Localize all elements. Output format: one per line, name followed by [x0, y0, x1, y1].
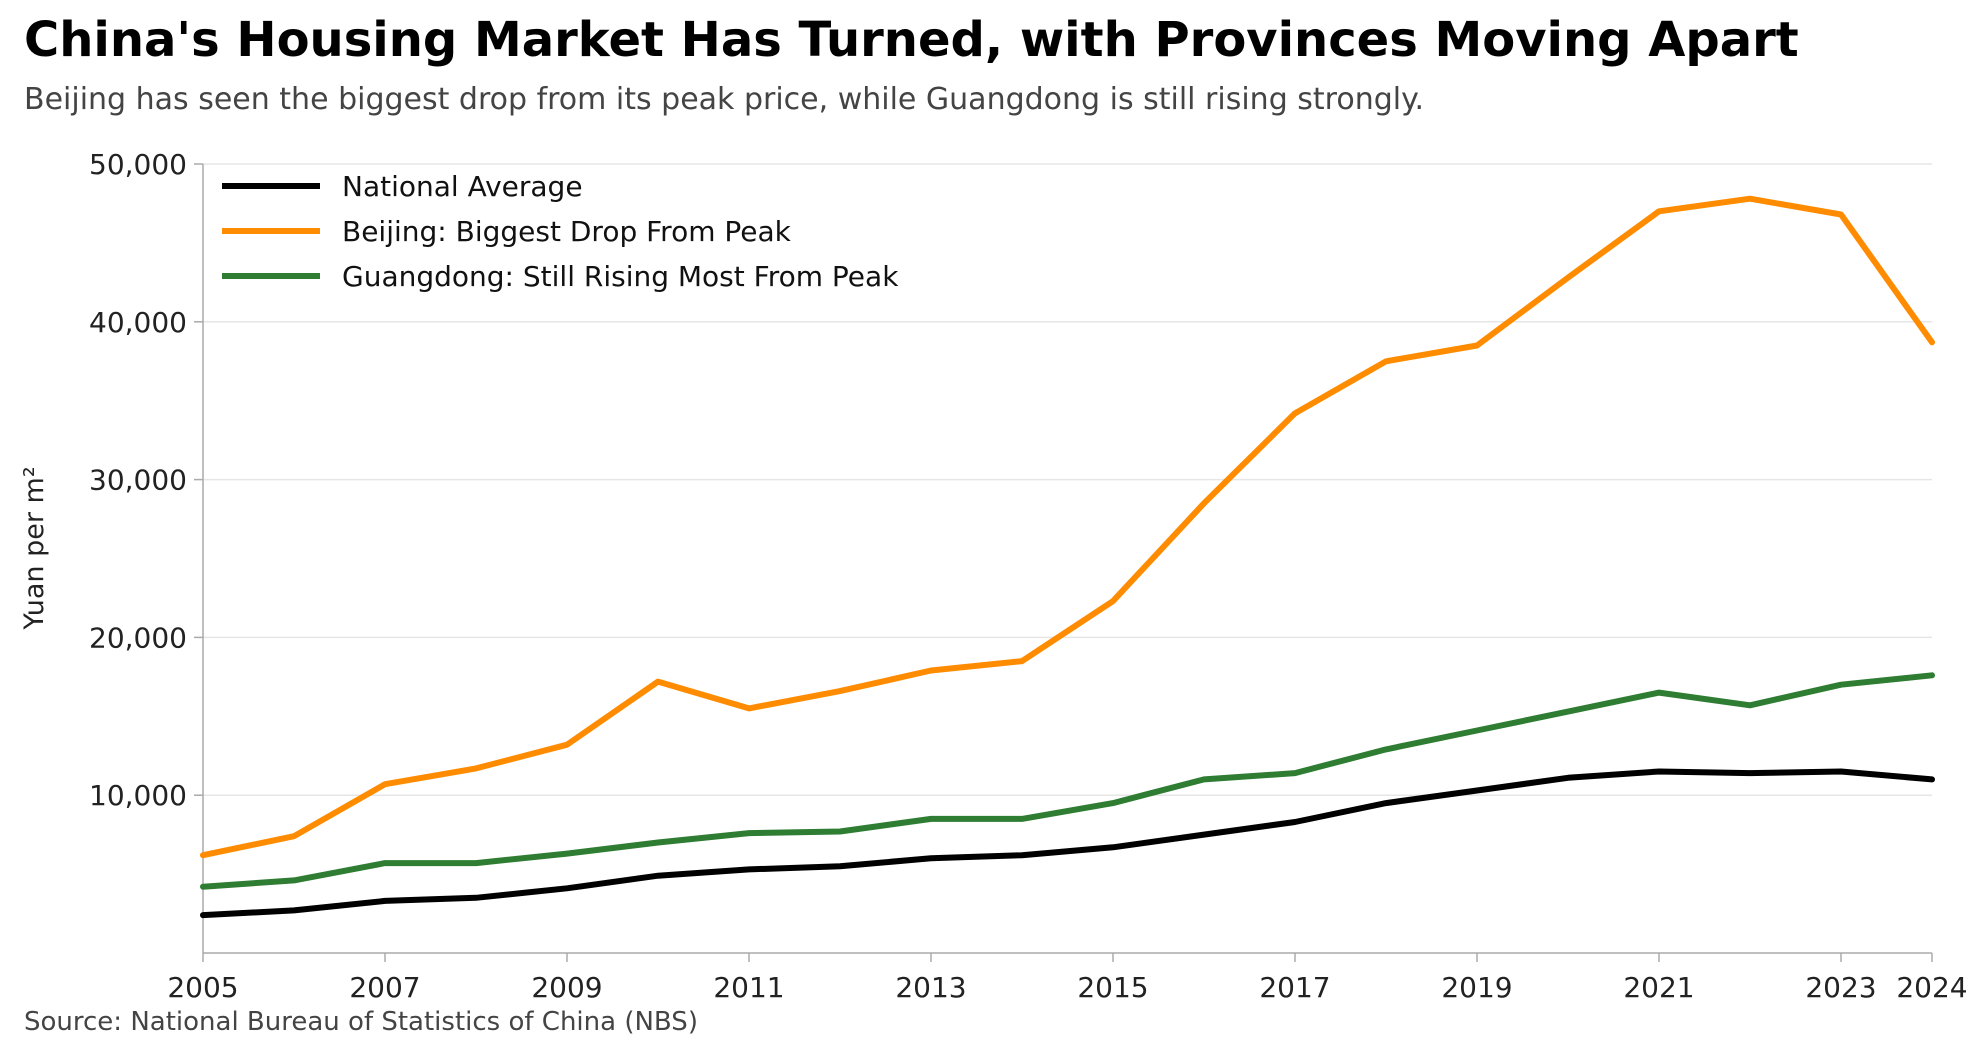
tick-labels: 10,000 20,000 30,000 40,000 50,000 2005 2007 20…	[89, 148, 1968, 1004]
chart-subtitle: Beijing has seen the biggest drop from i…	[24, 82, 1425, 117]
legend-label-guangdong: Guangdong: Still Rising Most From Peak	[342, 260, 899, 293]
y-tick-label: 20,000	[89, 621, 187, 654]
series-line-beijing	[200, 195, 1935, 859]
x-tick-label: 2013	[895, 971, 966, 1004]
series-line-national	[200, 768, 1935, 919]
x-tick-label: 2023	[1805, 971, 1876, 1004]
x-tick-label: 2007	[349, 971, 420, 1004]
x-tick-label: 2021	[1623, 971, 1694, 1004]
y-tick-label: 10,000	[89, 779, 187, 812]
gridlines	[203, 163, 1932, 796]
x-tick-label: 2005	[167, 971, 238, 1004]
legend-label-beijing: Beijing: Biggest Drop From Peak	[342, 215, 792, 248]
series-line-guangdong	[200, 672, 1935, 890]
y-tick-label: 30,000	[89, 464, 187, 497]
x-tick-label: 2017	[1259, 971, 1330, 1004]
x-tick-label: 2009	[531, 971, 602, 1004]
x-tick-label: 2015	[1077, 971, 1148, 1004]
x-tick-label: 2024	[1896, 971, 1967, 1004]
y-tick-label: 50,000	[89, 148, 187, 181]
chart-title: China's Housing Market Has Turned, with …	[24, 12, 1799, 68]
y-axis-label: Yuan per m²	[19, 466, 50, 630]
source-note: Source: National Bureau of Statistics of…	[24, 1007, 698, 1037]
x-tick-label: 2019	[1441, 971, 1512, 1004]
legend-label-national: National Average	[342, 170, 583, 203]
axes	[194, 163, 1933, 962]
x-tick-label: 2011	[713, 971, 784, 1004]
series-lines	[200, 195, 1935, 919]
y-tick-label: 40,000	[89, 306, 187, 339]
legend: National Average Beijing: Biggest Drop Fr…	[222, 170, 899, 293]
